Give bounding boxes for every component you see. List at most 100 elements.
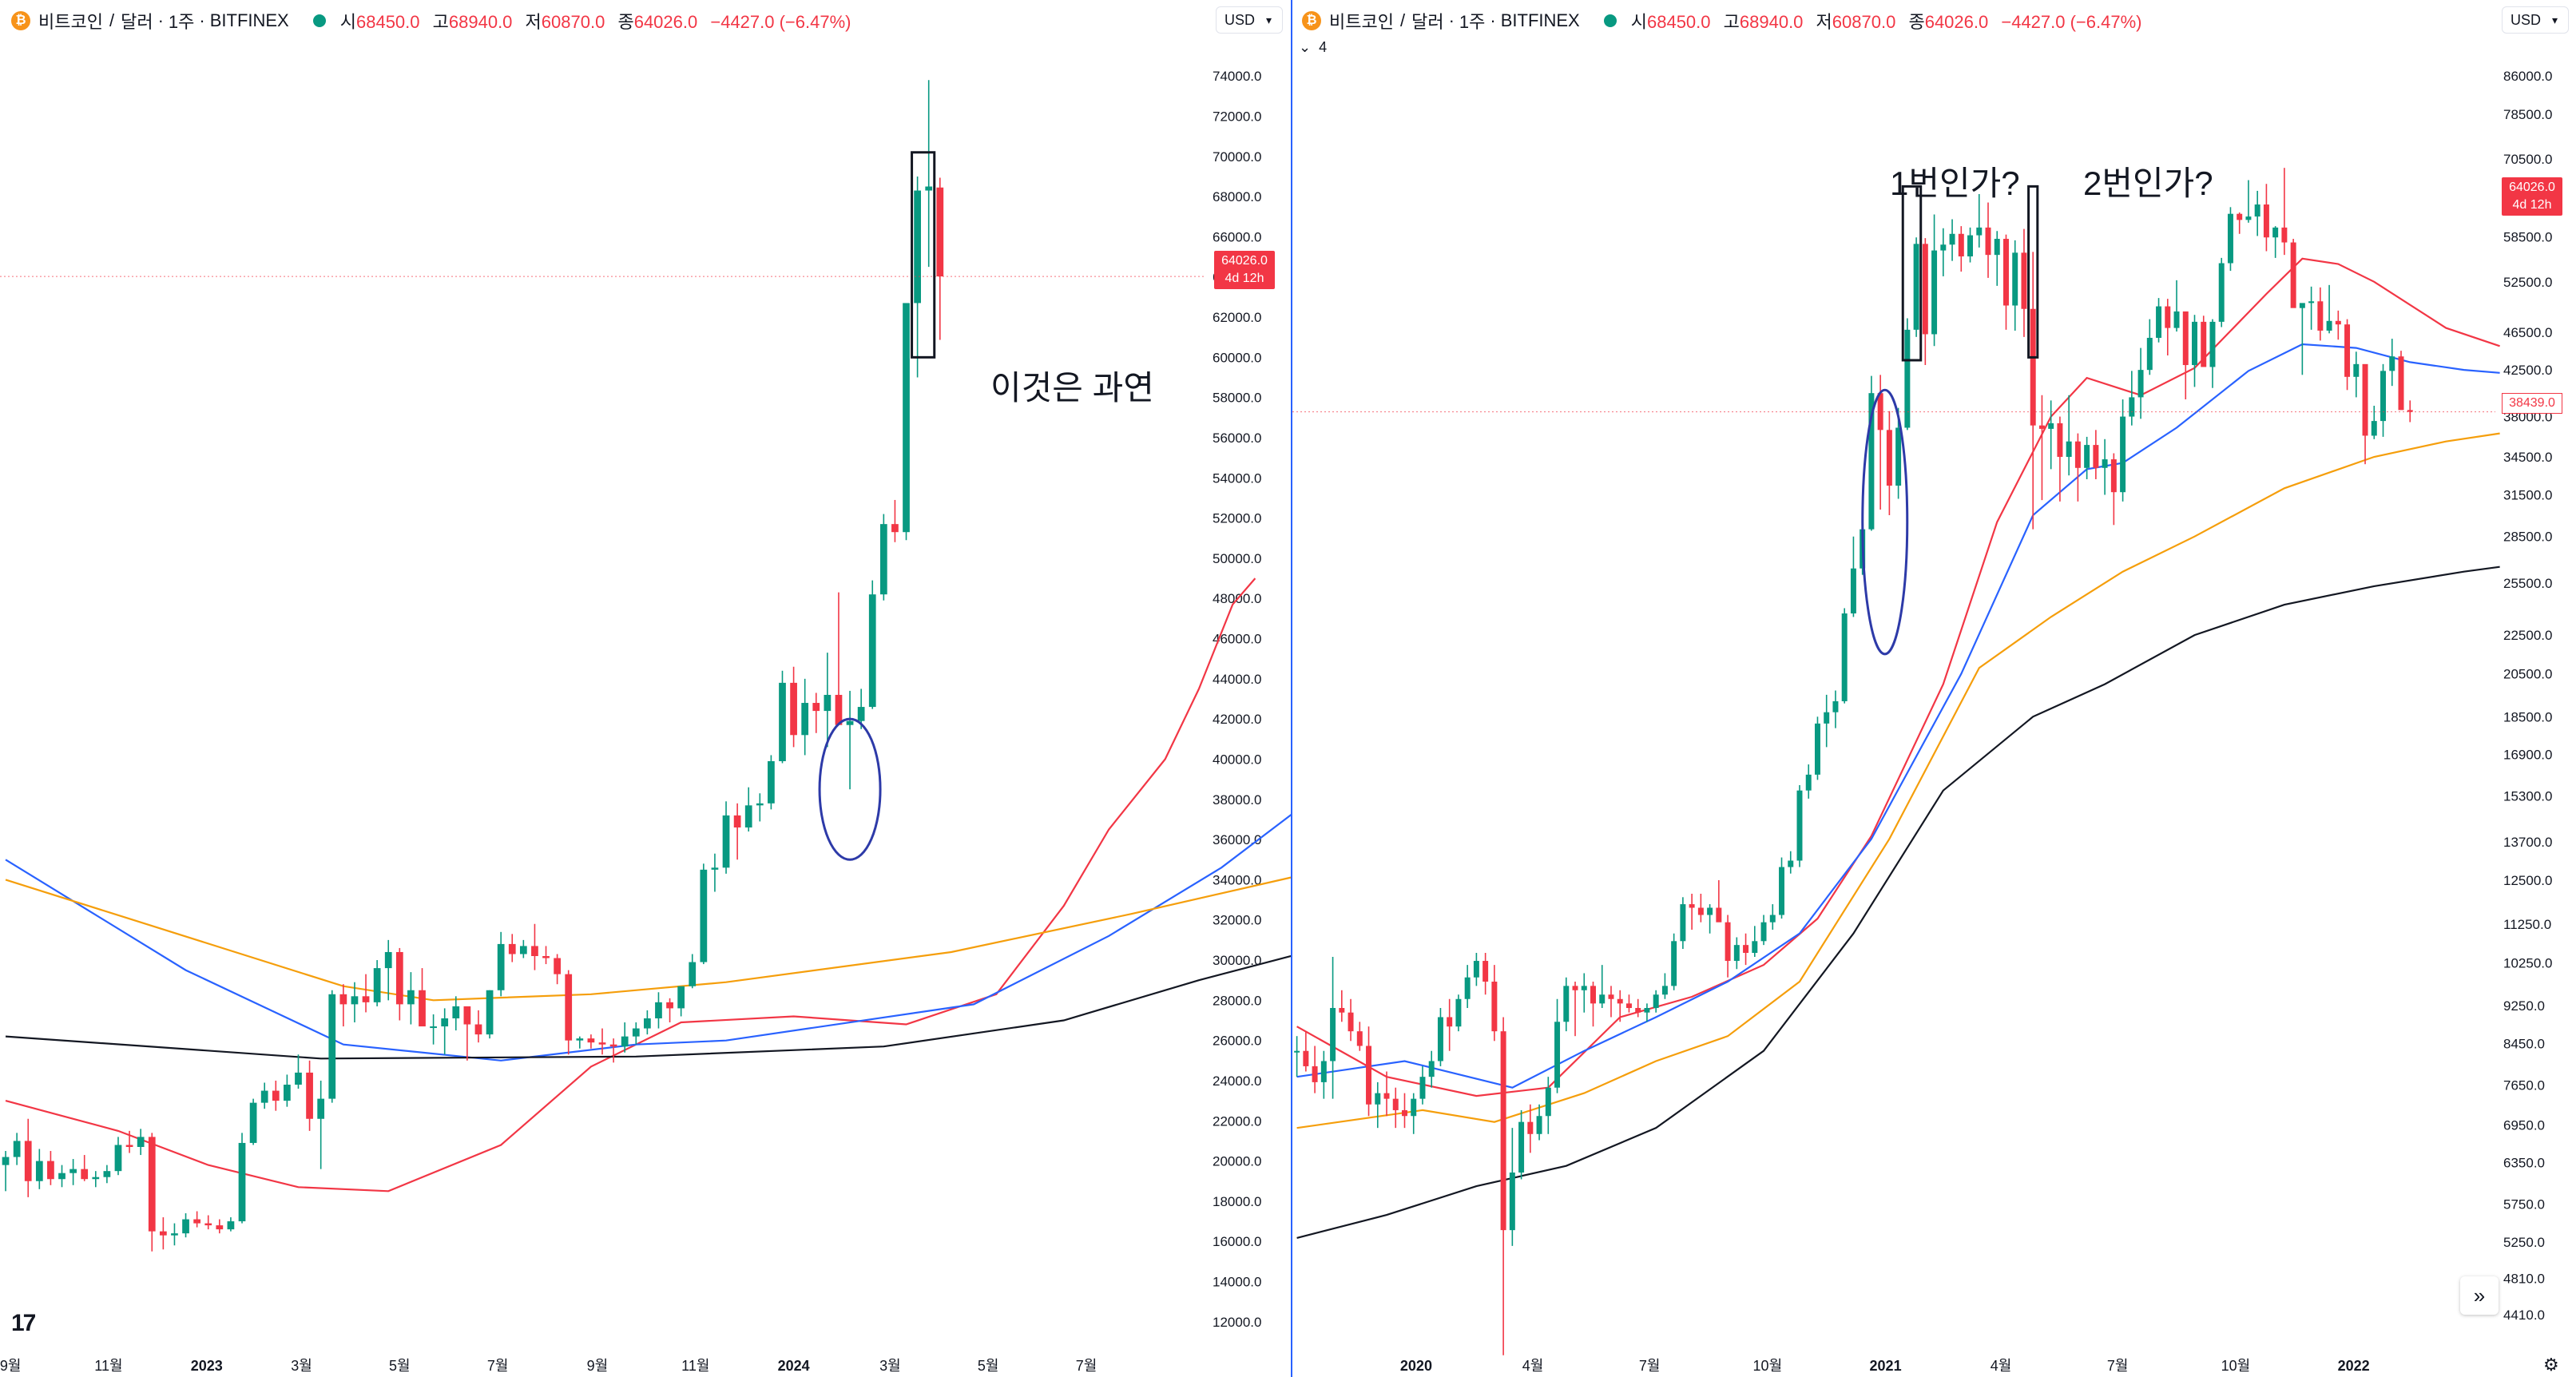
- right-candlestick-chart[interactable]: 86000.078500.070500.064000.058500.052500…: [1292, 0, 2576, 1377]
- annotation-ellipse: [1861, 388, 1909, 656]
- candle-body: [790, 682, 797, 736]
- symbol-quote: 달러: [1411, 12, 1444, 32]
- candle-body: [452, 1006, 460, 1018]
- candle-body: [609, 1044, 617, 1047]
- candle-body: [351, 996, 359, 1005]
- candle-body: [1563, 986, 1570, 1022]
- price-axis-label: 26000.0: [1213, 1034, 1261, 1049]
- symbol-header[interactable]: ₿ 비트코인 / 달러 · 1주 · BITFINEX 시68450.0 고68…: [1302, 3, 2150, 38]
- candle-body: [1725, 922, 1731, 962]
- price-axis-label: 15300.0: [2503, 788, 2552, 804]
- candle-body: [598, 1042, 606, 1045]
- candle-body: [2209, 321, 2216, 367]
- candle-body: [1752, 941, 1758, 953]
- right-chart-panel[interactable]: 86000.078500.070500.064000.058500.052500…: [1292, 0, 2576, 1377]
- candle-body: [272, 1090, 280, 1101]
- price-axis-label: 60000.0: [1213, 350, 1261, 365]
- settings-gear-icon[interactable]: ⚙: [2543, 1355, 2559, 1375]
- left-candlestick-chart[interactable]: 74000.072000.070000.068000.066000.064000…: [0, 0, 1292, 1377]
- candle-body: [362, 996, 370, 1002]
- time-axis-label: 4월: [1522, 1358, 1544, 1374]
- ohlc-values: 시68450.0 고68940.0 저60870.0 종64026.0 −442…: [1630, 12, 2142, 32]
- candle-body: [1644, 1007, 1650, 1013]
- candle-body: [1527, 1121, 1534, 1134]
- price-axis-label: 12500.0: [2503, 873, 2552, 888]
- candle-body: [2165, 306, 2171, 328]
- moving-average-line-3: [5, 876, 1292, 1002]
- candle-body: [2093, 445, 2099, 468]
- candle-body: [700, 869, 708, 962]
- time-axis-label: 2023: [191, 1358, 223, 1374]
- price-axis-label: 74000.0: [1213, 69, 1261, 84]
- moving-average-line-1: [5, 577, 1256, 1192]
- price-axis-label: 5750.0: [2503, 1196, 2545, 1212]
- moving-average-line-1: [1296, 257, 2500, 1097]
- candle-body: [137, 1137, 145, 1147]
- candle-body: [486, 990, 494, 1035]
- symbol-name[interactable]: 비트코인: [38, 12, 103, 32]
- currency-dropdown[interactable]: USD ▾: [1216, 6, 1283, 34]
- price-axis-label: 70000.0: [1213, 149, 1261, 165]
- candle-body: [1383, 1093, 1390, 1099]
- candle-body: [1949, 233, 1955, 245]
- time-axis-label: 2021: [1870, 1358, 1902, 1374]
- candle-body: [47, 1161, 54, 1180]
- candle-body: [2254, 204, 2260, 217]
- candle-body: [1545, 1087, 1551, 1117]
- candle-body: [2182, 311, 2189, 366]
- market-status-icon[interactable]: [312, 14, 326, 27]
- candle-body: [1312, 1065, 1318, 1082]
- candle-body: [1320, 1061, 1327, 1082]
- currency-dropdown[interactable]: USD ▾: [2502, 6, 2569, 34]
- price-axis-label: 28000.0: [1213, 993, 1261, 1008]
- symbol-exchange: BITFINEX: [209, 10, 289, 30]
- candle-body: [2012, 252, 2018, 306]
- left-chart-panel[interactable]: 74000.072000.070000.068000.066000.064000…: [0, 0, 1292, 1377]
- candle-body: [2030, 308, 2036, 426]
- price-axis-label: 54000.0: [1213, 470, 1261, 486]
- candle-body: [846, 720, 854, 725]
- candle-body: [1536, 1116, 1542, 1134]
- symbol-interval[interactable]: 1주: [1459, 12, 1486, 32]
- price-axis-label: 20500.0: [2503, 667, 2552, 682]
- symbol-header[interactable]: ₿ 비트코인 / 달러 · 1주 · BITFINEX 시68450.0 고68…: [11, 3, 859, 38]
- symbol-name[interactable]: 비트코인: [1329, 12, 1394, 32]
- candle-body: [2362, 363, 2368, 436]
- candle-body: [1518, 1121, 1525, 1173]
- candle-body: [2066, 441, 2072, 458]
- indicators-toggle[interactable]: ⌄ 4: [1299, 38, 1328, 55]
- candle-body: [238, 1142, 246, 1222]
- candle-body: [1769, 915, 1776, 923]
- candle-body: [2048, 423, 2054, 429]
- candle-body: [2021, 252, 2027, 309]
- market-status-icon[interactable]: [1603, 14, 1617, 27]
- candle-body: [1743, 945, 1749, 953]
- price-axis-label: 34000.0: [1213, 872, 1261, 887]
- candle-body: [1509, 1173, 1515, 1231]
- price-axis-label: 22500.0: [2503, 628, 2552, 643]
- candle-body: [1814, 723, 1820, 775]
- candle-body: [2326, 320, 2332, 331]
- candle-body: [1617, 998, 1623, 1004]
- candle-body: [689, 962, 697, 986]
- dot-separator: ·: [199, 10, 205, 30]
- candle-body: [35, 1161, 43, 1181]
- candle-body: [1572, 986, 1578, 990]
- price-axis-label: 14000.0: [1213, 1275, 1261, 1290]
- annotation-label: 이것은 과연: [990, 369, 1154, 407]
- price-axis-label: 9250.0: [2503, 998, 2545, 1014]
- price-axis-label: 40000.0: [1213, 752, 1261, 767]
- tradingview-logo[interactable]: 17: [11, 1310, 36, 1336]
- price-axis-label: 46000.0: [1213, 632, 1261, 647]
- candle-body: [1411, 1098, 1417, 1117]
- candle-body: [497, 943, 505, 990]
- candle-body: [1976, 227, 1983, 236]
- annotation-label-2: 2번인가?: [2083, 165, 2213, 202]
- price-axis-label: 52500.0: [2503, 275, 2552, 290]
- candle-body: [1796, 790, 1803, 861]
- price-axis-label: 86000.0: [2503, 69, 2552, 84]
- ohlc-values: 시68450.0 고68940.0 저60870.0 종64026.0 −442…: [339, 12, 851, 32]
- symbol-interval[interactable]: 1주: [168, 12, 195, 32]
- scroll-to-realtime-button[interactable]: »: [2460, 1276, 2499, 1315]
- candle-body: [936, 187, 944, 277]
